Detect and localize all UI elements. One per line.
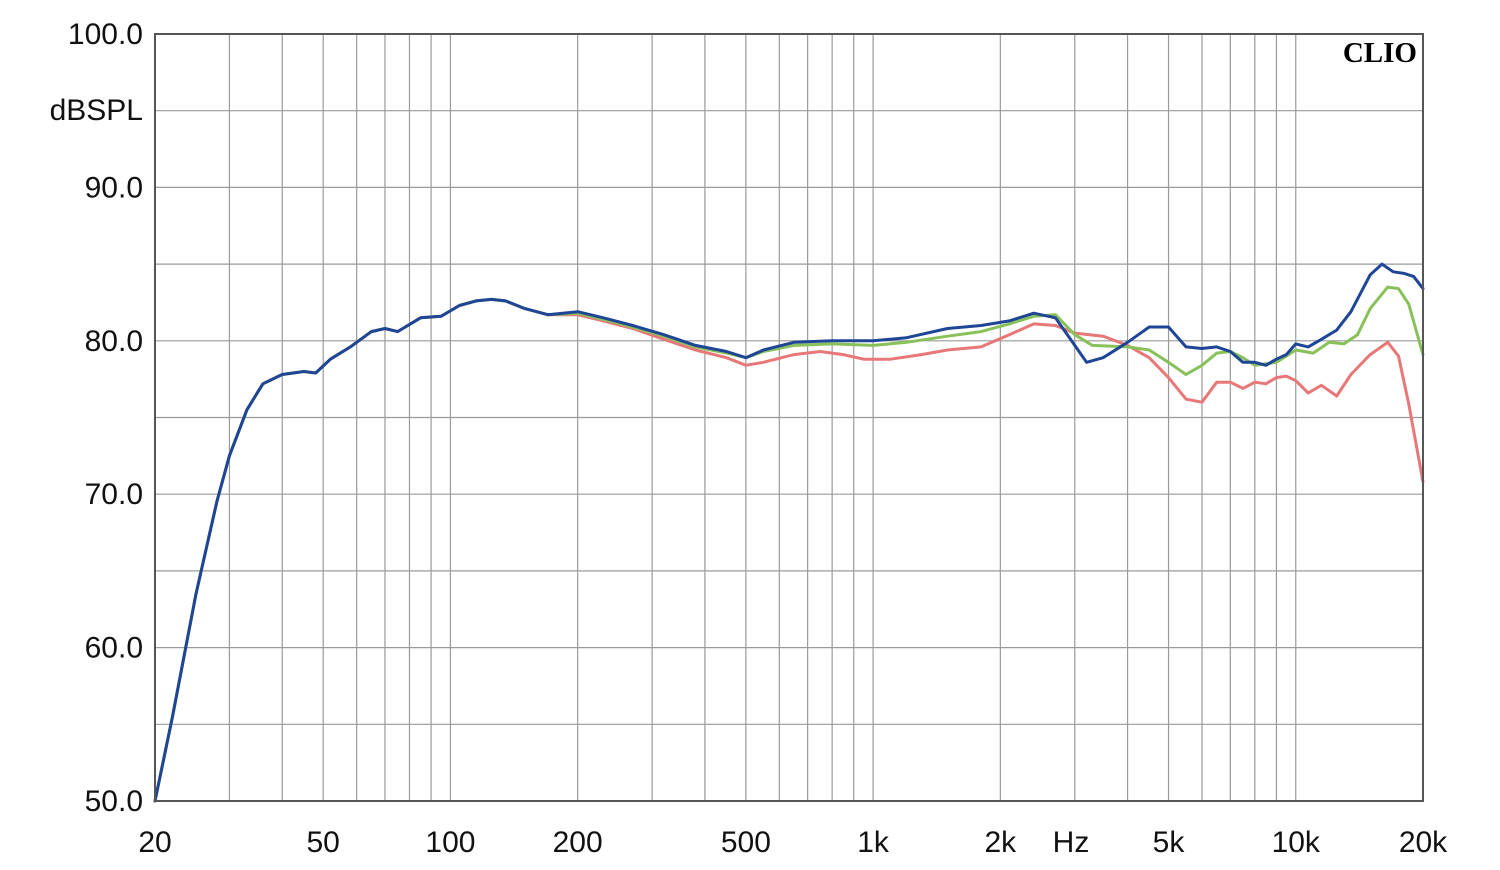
plot-frame [154, 33, 1424, 802]
x-tick-label: 5k [1153, 826, 1186, 859]
x-tick-label: 50 [307, 826, 340, 859]
grid-lines [155, 34, 1423, 801]
series-layer [153, 262, 1425, 803]
x-tick-label: 500 [721, 826, 771, 859]
y-tick-label: 100.0 [68, 18, 143, 51]
x-tick-label: 1k [857, 826, 890, 859]
x-tick-label: 10k [1272, 826, 1321, 859]
y-tick-label: 80.0 [85, 325, 143, 358]
y-axis-label: dBSPL [50, 94, 143, 127]
brand-label: CLIO [1343, 37, 1417, 69]
series-line-3 [153, 262, 1425, 803]
x-tick-labels: 20 50 100 200 500 1k 2k 5k 10k 20k [138, 826, 1448, 859]
y-tick-label: 50.0 [85, 785, 143, 818]
x-tick-label: 100 [425, 826, 475, 859]
x-tick-label: 20k [1399, 826, 1448, 859]
x-unit-label: Hz [1053, 826, 1090, 859]
y-tick-label: 70.0 [85, 478, 143, 511]
x-tick-label: 200 [553, 826, 603, 859]
x-tick-label: 2k [984, 826, 1017, 859]
x-tick-label: 20 [138, 826, 171, 859]
y-tick-label: 60.0 [85, 632, 143, 665]
y-tick-label: 90.0 [85, 171, 143, 204]
y-tick-labels: 50.0 60.0 70.0 80.0 90.0 100.0 [68, 18, 143, 818]
